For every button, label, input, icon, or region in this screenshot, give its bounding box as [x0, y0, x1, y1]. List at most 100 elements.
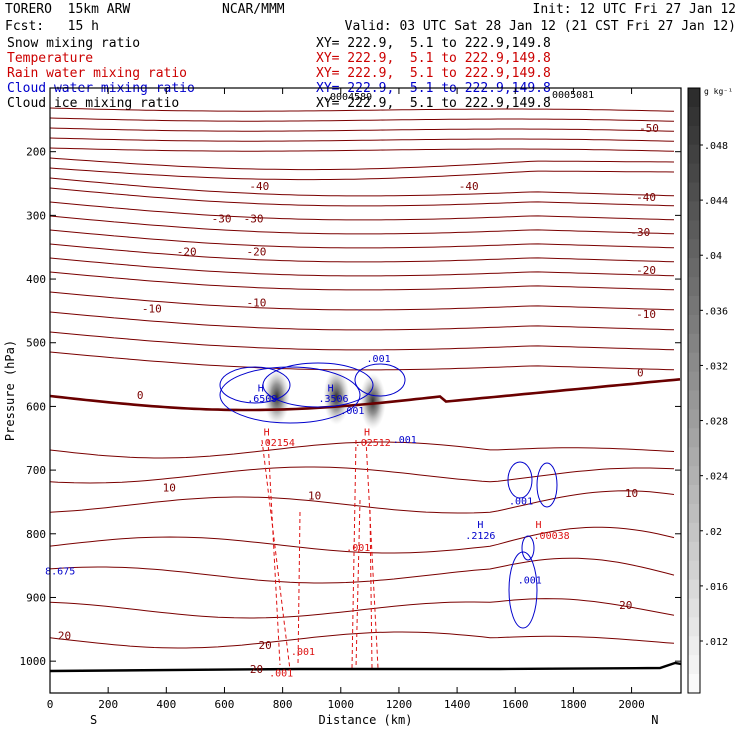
y-tick-label: 200 [26, 146, 46, 159]
forecast-hour: Fcst: 15 h [5, 19, 99, 34]
temperature-contour-line [50, 137, 675, 142]
rain-contour [261, 439, 291, 671]
colorbar-swatch [688, 333, 700, 354]
x-tick-label: 2000 [618, 698, 645, 711]
init-time: Init: 12 UTC Fri 27 Jan 12 [532, 2, 737, 17]
temperature-label: 20 [259, 639, 272, 652]
temperature-label: 0 [137, 389, 144, 402]
rain-label: .00038 [534, 531, 570, 542]
colorbar-swatch [688, 579, 700, 599]
temperature-label: -40 [459, 180, 479, 193]
cloud-water-label: .001 [340, 406, 364, 417]
temperature-label: -20 [177, 246, 197, 259]
rain-label: .001 [269, 669, 293, 680]
x-tick-label: 1800 [560, 698, 587, 711]
colorbar-swatch [688, 503, 700, 524]
field-xy-snow: XY= 222.9, 5.1 to 222.9,149.8 [316, 36, 551, 51]
colorbar-swatch [688, 352, 700, 373]
temperature-contour-line [50, 201, 675, 221]
rain-contour [267, 439, 281, 666]
temperature-contour-line [50, 557, 675, 584]
rain-contour [351, 439, 357, 669]
temperature-contour-line [50, 598, 675, 619]
field-xy-cloud-ice: XY= 222.9, 5.1 to 222.9,149.8 [316, 96, 551, 111]
cloud-water-contour [536, 462, 558, 508]
temperature-contour-line [50, 229, 675, 249]
colorbar-tick-label: .044 [704, 196, 728, 207]
field-name-temperature: Temperature [7, 51, 94, 66]
colorbar-swatch [688, 390, 700, 410]
cloud-water-contour [521, 535, 535, 561]
colorbar-swatch [688, 163, 700, 184]
cloud-water-label: H [258, 383, 264, 394]
temperature-contour-line [50, 117, 675, 122]
cloud-water-label: .2126 [465, 531, 495, 542]
x-tick-label: 800 [273, 698, 293, 711]
cloud-water-label: .6509 [247, 394, 277, 405]
temperature-contour-line [50, 177, 675, 197]
rain-label: H [364, 427, 370, 438]
colorbar-swatch [688, 371, 700, 391]
colorbar-swatch [688, 466, 700, 486]
temperature-contour-line [50, 351, 675, 371]
cloud-water-label: .3506 [318, 394, 348, 405]
colorbar-swatch [688, 239, 700, 259]
rain-contour [365, 439, 379, 669]
temperature-contour-line [50, 466, 675, 484]
temperature-contour-line [50, 526, 675, 554]
temperature-contour-line [50, 147, 675, 152]
temperature-label: -40 [636, 191, 656, 204]
colorbar-tick-label: .04 [704, 251, 722, 262]
y-axis-title: Pressure (hPa) [3, 340, 17, 441]
colorbar-tick-label: .012 [704, 637, 728, 648]
colorbar-tick-label: .016 [704, 582, 728, 593]
field-xy-temperature: XY= 222.9, 5.1 to 222.9,149.8 [316, 51, 551, 66]
temperature-label: -30 [212, 213, 232, 226]
overlap-label-left: .0004589 [324, 92, 373, 103]
temperature-label: -10 [142, 302, 162, 315]
x-tick-label: 1200 [386, 698, 413, 711]
temperature-label: -30 [244, 213, 264, 226]
temperature-label: -20 [636, 264, 656, 277]
colorbar-swatch [688, 258, 700, 278]
temperature-contour-line [50, 291, 675, 311]
temperature-contour-line [50, 187, 675, 207]
colorbar-tick-label: .048 [704, 141, 728, 152]
cloud-water-label: .001 [518, 576, 542, 587]
temperature-label: 10 [163, 481, 176, 494]
temperature-label: -30 [630, 226, 650, 239]
x-tick-label: 1400 [444, 698, 471, 711]
colorbar-swatch [688, 201, 700, 221]
temperature-contour-line [50, 257, 675, 277]
colorbar-swatch [688, 428, 700, 448]
colorbar-swatch [688, 485, 700, 505]
colorbar-swatch [688, 182, 700, 202]
rain-label: H [536, 520, 542, 531]
x-tick-label: 1600 [502, 698, 529, 711]
rain-label: H [264, 427, 270, 438]
cloud-water-label: .001 [367, 354, 391, 365]
temperature-label: 20 [619, 599, 632, 612]
temperature-label: 20 [250, 663, 263, 676]
cloud-water-contour [219, 366, 361, 424]
temperature-contour-line [50, 271, 675, 291]
field-name-rain: Rain water mixing ratio [7, 66, 188, 81]
field-name-cloud-ice: Cloud ice mixing ratio [7, 96, 180, 111]
colorbar-swatch [688, 295, 700, 316]
x-tick-label: 600 [215, 698, 235, 711]
field-name-snow: Snow mixing ratio [7, 36, 141, 51]
cloud-water-contour [262, 362, 374, 408]
colorbar-swatch [688, 125, 700, 146]
model-title: TORERO 15km ARW [5, 2, 131, 17]
rain-contour [369, 509, 373, 669]
y-tick-label: 700 [26, 464, 46, 477]
snow-maximum-1 [323, 368, 350, 425]
cloud-water-label: .001 [393, 435, 417, 446]
rain-label: .001 [291, 647, 315, 658]
temperature-contour-line [50, 215, 675, 235]
plot-frame [49, 87, 682, 694]
temperature-label: -40 [249, 180, 269, 193]
x-tick-label: 400 [156, 698, 176, 711]
terrain-surface [50, 661, 681, 673]
colorbar-swatch [688, 522, 700, 543]
